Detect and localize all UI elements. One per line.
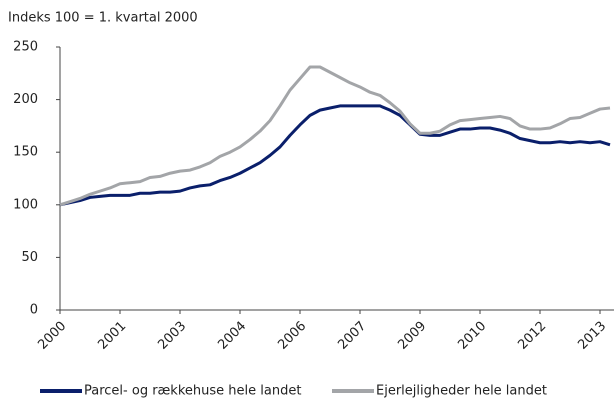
y-tick-label: 200: [13, 92, 38, 107]
x-tick-label: 2013: [575, 319, 609, 353]
x-tick-label: 2004: [215, 319, 249, 353]
y-tick-label: 150: [13, 145, 38, 160]
x-tick-label: 2012: [515, 319, 549, 353]
y-tick-label: 250: [13, 40, 38, 55]
chart-title: Indeks 100 = 1. kvartal 2000: [8, 11, 198, 26]
x-tick-label: 2010: [455, 319, 489, 353]
y-tick-label: 50: [21, 250, 38, 265]
y-tick-label: 0: [30, 303, 38, 318]
x-tick-label: 2006: [275, 319, 309, 353]
legend-label: Ejerlejligheder hele landet: [376, 384, 547, 399]
series-line: [59, 104, 611, 207]
series-line: [59, 65, 611, 207]
legend-label: Parcel- og rækkehuse hele landet: [84, 384, 301, 399]
x-tick-label: 2000: [35, 319, 69, 353]
x-tick-label: 2001: [95, 319, 129, 353]
x-tick-label: 2009: [395, 319, 429, 353]
y-tick-label: 100: [13, 197, 38, 212]
x-tick-label: 2007: [335, 319, 369, 353]
x-tick-label: 2003: [155, 319, 189, 353]
